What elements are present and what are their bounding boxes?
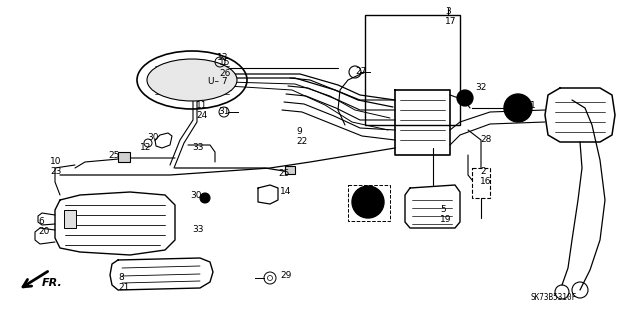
Ellipse shape (137, 51, 247, 109)
Text: 21: 21 (118, 284, 129, 293)
Text: 34: 34 (355, 197, 366, 206)
Text: 17: 17 (445, 18, 456, 26)
Text: 15
26: 15 26 (219, 58, 230, 78)
Text: 10: 10 (50, 158, 61, 167)
Text: 8: 8 (118, 273, 124, 283)
Bar (348, 185, 390, 221)
Text: 13: 13 (217, 54, 228, 63)
Text: 25: 25 (278, 169, 289, 179)
Text: 19: 19 (440, 216, 451, 225)
Text: 22: 22 (296, 137, 307, 146)
Text: 9: 9 (296, 128, 301, 137)
Text: 25: 25 (108, 151, 120, 160)
Circle shape (352, 186, 384, 218)
Text: 28: 28 (480, 136, 492, 145)
Text: SK73B5310F: SK73B5310F (531, 293, 577, 302)
Text: 33: 33 (192, 226, 204, 234)
Bar (285, 166, 295, 174)
Text: 30: 30 (190, 191, 202, 201)
Text: 30: 30 (147, 133, 159, 143)
Text: 12: 12 (140, 144, 152, 152)
Text: 32: 32 (475, 84, 486, 93)
Text: 23: 23 (50, 167, 61, 176)
Circle shape (504, 94, 532, 122)
Text: 3: 3 (445, 8, 451, 17)
Circle shape (515, 105, 521, 111)
Text: 5: 5 (440, 205, 445, 214)
Text: 31: 31 (218, 108, 230, 116)
Text: 14: 14 (280, 188, 291, 197)
Bar (118, 152, 130, 162)
Circle shape (457, 90, 473, 106)
Text: U– 7: U– 7 (208, 78, 228, 86)
Text: 16: 16 (480, 177, 492, 187)
Text: 11: 11 (196, 100, 207, 109)
Circle shape (200, 193, 210, 203)
Ellipse shape (147, 59, 237, 101)
Text: 33: 33 (192, 144, 204, 152)
Bar (365, 15, 460, 125)
Text: 1: 1 (530, 101, 536, 110)
Text: 6: 6 (38, 218, 44, 226)
Text: 27: 27 (355, 68, 366, 77)
Text: 2: 2 (480, 167, 486, 176)
Text: 24: 24 (196, 110, 207, 120)
Text: FR.: FR. (42, 278, 63, 288)
Text: 20: 20 (38, 227, 49, 236)
Text: 29: 29 (280, 271, 291, 280)
Bar (64, 210, 76, 228)
Circle shape (365, 199, 371, 205)
Bar (472, 168, 490, 198)
